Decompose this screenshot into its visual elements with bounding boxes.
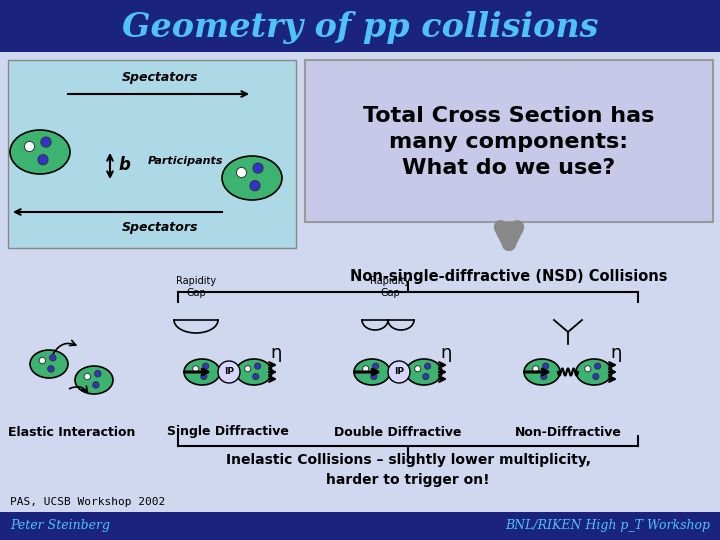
Ellipse shape <box>576 359 612 385</box>
FancyArrowPatch shape <box>500 227 518 244</box>
Circle shape <box>585 366 590 372</box>
Ellipse shape <box>406 359 442 385</box>
Ellipse shape <box>10 130 70 174</box>
Circle shape <box>38 154 48 165</box>
Circle shape <box>255 363 261 369</box>
Circle shape <box>24 141 35 152</box>
Circle shape <box>39 357 45 364</box>
Text: Elastic Interaction: Elastic Interaction <box>9 426 135 438</box>
Circle shape <box>371 374 377 380</box>
Text: Non-Diffractive: Non-Diffractive <box>515 426 621 438</box>
Ellipse shape <box>222 156 282 200</box>
Text: IP: IP <box>224 368 234 376</box>
Text: Rapidity
Gap: Rapidity Gap <box>176 276 216 298</box>
Circle shape <box>202 363 209 369</box>
Circle shape <box>533 366 539 372</box>
Text: Non-single-diffractive (NSD) Collisions: Non-single-diffractive (NSD) Collisions <box>350 268 667 284</box>
Text: Geometry of pp collisions: Geometry of pp collisions <box>122 11 598 44</box>
Ellipse shape <box>184 359 220 385</box>
Ellipse shape <box>524 359 560 385</box>
Text: Rapidity
Gap: Rapidity Gap <box>370 276 410 298</box>
FancyBboxPatch shape <box>8 60 296 248</box>
Text: Spectators: Spectators <box>122 71 198 84</box>
Text: η: η <box>441 344 451 362</box>
Ellipse shape <box>30 350 68 378</box>
FancyBboxPatch shape <box>0 0 720 52</box>
Text: η: η <box>270 344 282 362</box>
Circle shape <box>193 366 199 372</box>
Text: IP: IP <box>394 368 404 376</box>
Circle shape <box>48 366 54 372</box>
Text: PAS, UCSB Workshop 2002: PAS, UCSB Workshop 2002 <box>10 497 166 507</box>
Text: Peter Steinberg: Peter Steinberg <box>10 519 110 532</box>
Circle shape <box>595 363 600 369</box>
Circle shape <box>84 373 91 380</box>
Circle shape <box>372 363 379 369</box>
Text: Spectators: Spectators <box>122 221 198 234</box>
Text: Participants: Participants <box>148 156 223 166</box>
Circle shape <box>543 363 549 369</box>
Text: η: η <box>611 344 621 362</box>
Circle shape <box>250 180 260 191</box>
Circle shape <box>423 374 429 380</box>
Circle shape <box>93 382 99 388</box>
Text: Total Cross Section has
many components:
What do we use?: Total Cross Section has many components:… <box>364 106 654 178</box>
FancyBboxPatch shape <box>0 52 720 540</box>
Circle shape <box>236 167 246 178</box>
Ellipse shape <box>75 366 113 394</box>
Ellipse shape <box>354 359 390 385</box>
Circle shape <box>41 137 51 147</box>
Text: b: b <box>118 156 130 174</box>
Circle shape <box>541 374 547 380</box>
Circle shape <box>363 366 369 372</box>
Text: Single Diffractive: Single Diffractive <box>167 426 289 438</box>
Circle shape <box>388 361 410 383</box>
Ellipse shape <box>236 359 272 385</box>
Circle shape <box>201 374 207 380</box>
Circle shape <box>425 363 431 369</box>
Circle shape <box>253 163 263 173</box>
Text: Inelastic Collisions – slightly lower multiplicity,
harder to trigger on!: Inelastic Collisions – slightly lower mu… <box>225 453 590 487</box>
Text: BNL/RIKEN High p_T Workshop: BNL/RIKEN High p_T Workshop <box>505 519 710 532</box>
Text: Double Diffractive: Double Diffractive <box>334 426 462 438</box>
Circle shape <box>245 366 251 372</box>
Circle shape <box>415 366 420 372</box>
Circle shape <box>50 354 56 361</box>
Circle shape <box>593 374 599 380</box>
Circle shape <box>94 370 101 377</box>
Circle shape <box>218 361 240 383</box>
FancyBboxPatch shape <box>0 512 720 540</box>
Circle shape <box>253 374 259 380</box>
FancyBboxPatch shape <box>305 60 713 222</box>
